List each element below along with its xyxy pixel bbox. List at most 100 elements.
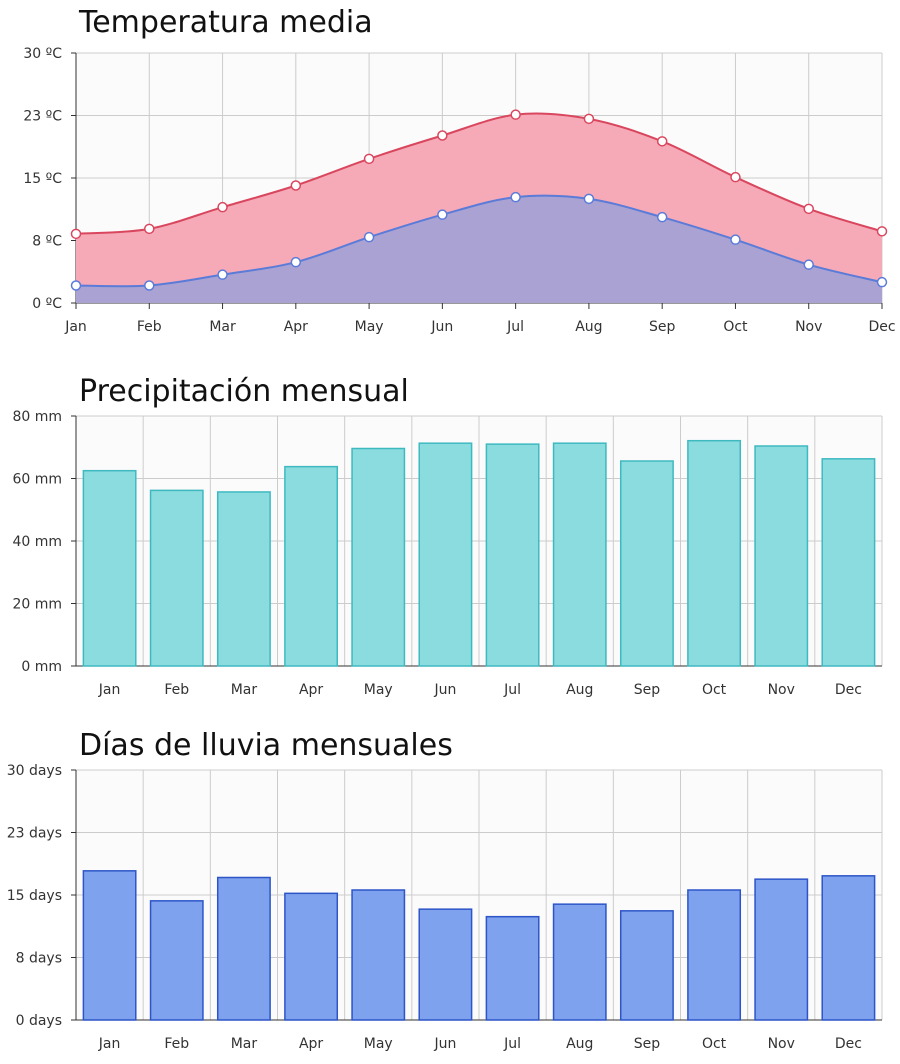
x-tick-label: Jul xyxy=(506,319,524,335)
x-tick-label: Oct xyxy=(723,319,748,335)
y-tick-label: 23 ºC xyxy=(23,109,62,125)
precipitation-bar xyxy=(284,465,339,667)
y-tick-label: 0 mm xyxy=(21,659,62,675)
y-tick-label: 15 days xyxy=(7,888,62,904)
rain-days-bar xyxy=(552,903,607,1021)
x-tick-label: Mar xyxy=(231,1036,258,1052)
temperature-low-point xyxy=(363,231,375,243)
x-tick-label: Sep xyxy=(634,682,661,698)
x-tick-label: Apr xyxy=(299,682,323,698)
temperature-high-line xyxy=(75,112,883,235)
x-tick-label: Jan xyxy=(98,682,121,698)
temperature-low-point xyxy=(510,191,521,203)
y-tick-label: 0 ºC xyxy=(32,296,62,312)
y-tick-label: 23 days xyxy=(7,826,62,842)
y-tick-label: 40 mm xyxy=(12,534,62,550)
y-tick-label: 60 mm xyxy=(12,472,62,488)
precipitation-bar xyxy=(687,439,742,667)
temperature-chart: 0 ºC 8 ºC 15 ºC 23 ºC 30 ºC Jan Feb Mar Apr May Ju… xyxy=(23,46,895,335)
precipitation-bar xyxy=(216,491,271,667)
x-tick-label: Dec xyxy=(835,1036,862,1052)
x-tick-label: Jan xyxy=(64,319,87,335)
temperature-low-point xyxy=(217,269,228,280)
rain-days-bar xyxy=(284,892,339,1021)
precipitation-bar xyxy=(485,443,540,667)
x-tick-label: Aug xyxy=(575,319,602,335)
x-tick-label: Dec xyxy=(835,682,862,698)
temperature-low-point xyxy=(656,211,668,223)
precipitation-bar xyxy=(821,458,876,667)
y-tick-label: 8 days xyxy=(16,951,62,967)
precipitation-bar xyxy=(552,442,607,667)
x-tick-label: Sep xyxy=(634,1036,661,1052)
rain-days-chart: 0 days 8 days 15 days 23 days 30 days Jan Feb M… xyxy=(7,763,883,1052)
x-tick-label: Jun xyxy=(430,319,453,335)
x-tick-label: Jun xyxy=(433,1036,456,1052)
x-tick-label: Jan xyxy=(98,1036,121,1052)
precipitation-bar xyxy=(82,469,137,667)
temperature-chart-title: Temperatura media xyxy=(79,5,373,40)
precipitation-chart-title: Precipitación mensual xyxy=(79,374,409,409)
temperature-low-line xyxy=(75,194,883,288)
x-tick-label: Apr xyxy=(299,1036,323,1052)
temperature-high-point xyxy=(144,223,155,235)
y-tick-label: 30 ºC xyxy=(23,46,62,62)
x-tick-label: Nov xyxy=(768,682,795,698)
precipitation-bar xyxy=(619,460,674,667)
temperature-low-point xyxy=(290,256,302,268)
x-tick-label: Dec xyxy=(868,319,895,335)
temperature-high-point xyxy=(217,201,228,213)
rain-days-bar xyxy=(418,908,473,1021)
x-tick-label: Mar xyxy=(209,319,236,335)
temperature-low-point xyxy=(144,280,155,291)
temperature-low-point xyxy=(583,193,595,205)
y-tick-label: 15 ºC xyxy=(23,171,62,187)
x-tick-label: Oct xyxy=(702,1036,727,1052)
precipitation-bar xyxy=(418,442,473,667)
y-tick-label: 30 days xyxy=(7,763,62,779)
x-tick-label: Nov xyxy=(795,319,822,335)
x-tick-label: Sep xyxy=(649,319,676,335)
temperature-low-point xyxy=(730,234,741,245)
temperature-high-point xyxy=(656,136,668,147)
y-tick-label: 0 days xyxy=(16,1013,62,1029)
rain-days-bar xyxy=(821,875,876,1021)
temperature-low-point xyxy=(437,209,448,220)
x-tick-label: Mar xyxy=(231,682,258,698)
temperature-low-point xyxy=(876,276,888,288)
precipitation-chart: 0 mm 20 mm 40 mm 60 mm 80 mm Jan Feb Mar Apr May J… xyxy=(12,409,883,698)
x-tick-label: Jul xyxy=(503,1036,521,1052)
rain-days-chart-title: Días de lluvia mensuales xyxy=(79,728,453,763)
y-tick-label: 8 ºC xyxy=(32,234,62,250)
temperature-high-point xyxy=(363,153,375,165)
y-tick-label: 80 mm xyxy=(12,409,62,425)
temperature-high-point xyxy=(730,171,741,183)
precipitation-bar xyxy=(149,489,204,667)
x-tick-label: May xyxy=(355,319,384,335)
temperature-low-point xyxy=(70,280,82,291)
rain-days-bar xyxy=(687,889,742,1021)
temperature-high-point xyxy=(583,113,595,125)
x-tick-label: Apr xyxy=(284,319,308,335)
x-tick-label: May xyxy=(364,1036,393,1052)
x-tick-label: Jun xyxy=(433,682,456,698)
precipitation-bar xyxy=(754,445,809,667)
temperature-high-point xyxy=(290,180,302,191)
temperature-high-point xyxy=(437,130,448,141)
rain-days-bar xyxy=(216,876,271,1021)
temperature-low-point xyxy=(803,259,814,270)
temperature-high-point xyxy=(803,203,814,215)
temperature-high-point xyxy=(876,226,888,237)
temperature-high-point xyxy=(70,228,82,240)
x-tick-label: Aug xyxy=(566,1036,593,1052)
x-tick-label: May xyxy=(364,682,393,698)
rain-days-bar xyxy=(485,915,540,1021)
rain-days-bar xyxy=(82,870,137,1021)
rain-days-bar xyxy=(619,910,674,1021)
x-tick-label: Aug xyxy=(566,682,593,698)
x-tick-label: Jul xyxy=(503,682,521,698)
y-tick-label: 20 mm xyxy=(12,597,62,613)
x-tick-label: Feb xyxy=(164,682,189,698)
x-tick-label: Feb xyxy=(137,319,162,335)
rain-days-bar xyxy=(351,889,406,1021)
